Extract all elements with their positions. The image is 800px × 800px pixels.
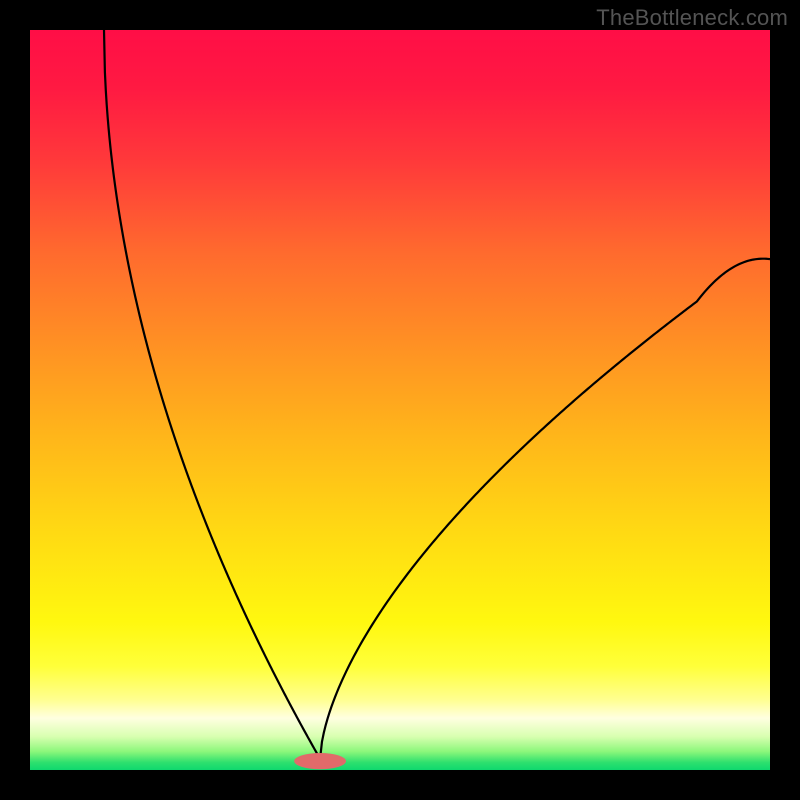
- watermark-text: TheBottleneck.com: [596, 5, 788, 31]
- plot-area: [30, 30, 770, 770]
- optimum-marker: [294, 753, 346, 769]
